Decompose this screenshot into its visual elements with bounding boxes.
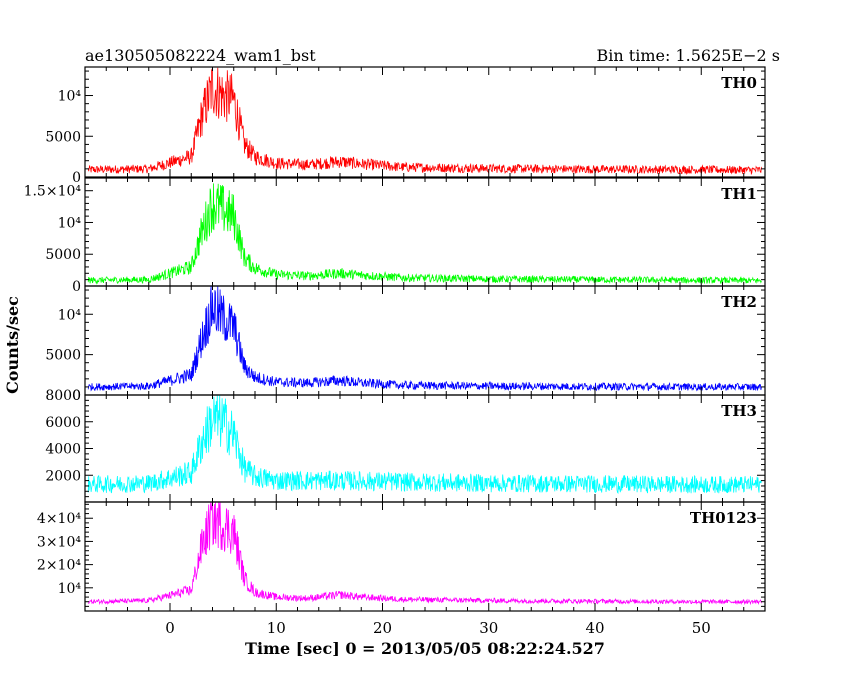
y-tick-label: 4000 (45, 442, 81, 458)
x-tick-label: 50 (692, 619, 711, 637)
y-tick-label: 10⁴ (58, 89, 82, 105)
y-tick-label: 0 (72, 279, 81, 295)
bin-time-label: Bin time: 1.5625E−2 s (597, 46, 780, 65)
x-tick-label: 30 (479, 619, 498, 637)
x-tick-label: 0 (165, 619, 175, 637)
y-tick-label: 2000 (45, 468, 81, 484)
y-tick-label: 0 (72, 388, 81, 404)
y-tick-label: 6000 (45, 415, 81, 431)
x-axis: 0 10 20 30 40 50 (165, 619, 711, 637)
y-tick-label: 8000 (45, 388, 81, 404)
y-tick-label: 5000 (45, 129, 81, 145)
series-line-th1 (87, 183, 762, 285)
panel-th2: 0 5000 10⁴ TH2 (45, 285, 766, 404)
panel-th3: 2000 4000 6000 8000 TH3 (45, 388, 766, 503)
panel-label-th3: TH3 (721, 402, 757, 420)
x-axis-label: Time [sec] 0 = 2013/05/05 08:22:24.527 (245, 639, 605, 658)
panel-frame (84, 285, 766, 396)
y-tick-label: 2×10⁴ (37, 558, 81, 574)
panel-th0: 0 5000 10⁴ TH0 (45, 66, 766, 186)
panel-frame (84, 66, 766, 178)
x-tick-label: 40 (585, 619, 604, 637)
panel-label-th0123: TH0123 (690, 509, 757, 527)
x-tick-label: 10 (267, 619, 286, 637)
x-tick-label: 20 (373, 619, 392, 637)
panel-frame (84, 501, 766, 612)
y-axis-label: Counts/sec (3, 296, 22, 394)
chart-title-left: ae130505082224_wam1_bst (85, 46, 316, 65)
panel-th0123: 10⁴ 2×10⁴ 3×10⁴ 4×10⁴ TH0123 (37, 501, 766, 612)
y-tick-label: 5000 (45, 247, 81, 263)
panel-label-th0: TH0 (721, 74, 757, 92)
series-line-th0123 (87, 501, 762, 606)
series-line-th2 (87, 285, 762, 392)
y-tick-label: 3×10⁴ (37, 534, 81, 550)
y-tick-label: 10⁴ (58, 215, 82, 231)
panel-label-th1: TH1 (721, 185, 757, 203)
series-line-th3 (87, 394, 762, 494)
y-tick-label: 10⁴ (58, 307, 82, 323)
panels-group: 0 5000 10⁴ TH0 0 5000 10⁴ 1.5×10⁴ TH1 0 5000 10⁴ TH2… (24, 66, 766, 612)
panel-label-th2: TH2 (721, 293, 757, 311)
y-tick-label: 4×10⁴ (37, 511, 81, 527)
y-tick-label: 0 (72, 170, 81, 186)
y-tick-label: 1.5×10⁴ (24, 184, 82, 200)
series-line-th0 (87, 67, 762, 176)
y-tick-label: 5000 (45, 348, 81, 364)
y-tick-label: 10⁴ (58, 581, 82, 597)
panel-th1: 0 5000 10⁴ 1.5×10⁴ TH1 (24, 177, 766, 295)
